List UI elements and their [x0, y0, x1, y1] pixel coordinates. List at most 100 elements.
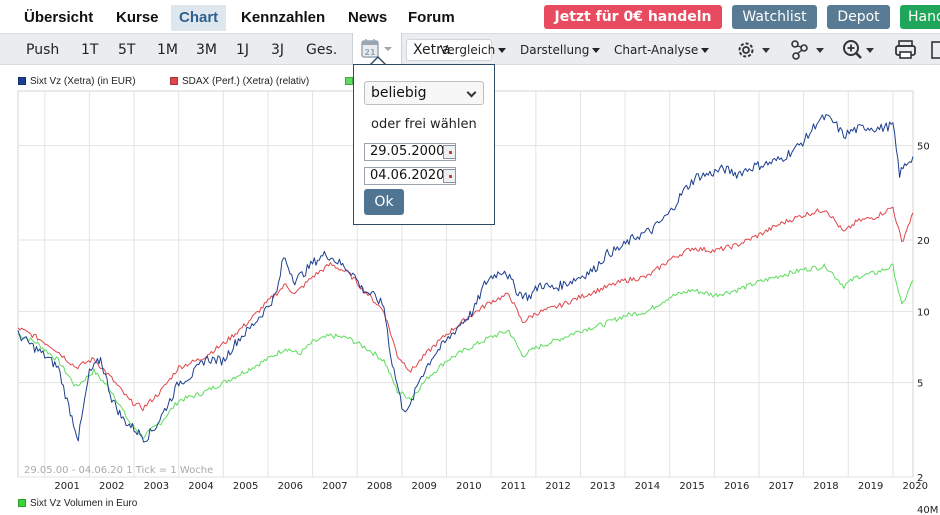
calendar-icon: 21: [361, 39, 392, 58]
x-tick-label: 2011: [501, 481, 526, 492]
y-axis: 2 5 10 20 50: [917, 142, 930, 484]
free-choice-label: oder frei wählen: [371, 117, 477, 132]
darstellung-menu[interactable]: Darstellung: [520, 43, 601, 57]
legend-sdax-label: SDAX (Perf.) (Xetra) (relativ): [182, 76, 310, 87]
x-tick-label: 2003: [144, 481, 169, 492]
range-1t[interactable]: 1T: [81, 42, 99, 58]
legend-swatch: [170, 77, 178, 85]
range-3m[interactable]: 3M: [196, 42, 217, 58]
popup-arrow-inner: [371, 58, 385, 65]
chart-range-info: 29.05.00 - 04.06.20 1 Tick = 1 Woche: [24, 465, 214, 476]
settings-button[interactable]: [736, 38, 770, 62]
expand-icon: [931, 41, 940, 59]
ok-button[interactable]: Ok: [364, 189, 404, 215]
calendar-icon[interactable]: [443, 169, 456, 183]
x-tick-label: 2010: [456, 481, 481, 492]
range-3j[interactable]: 3J: [271, 42, 285, 58]
gear-icon: [738, 42, 770, 58]
y-tick-label: 5: [917, 379, 923, 390]
tab-uebersicht[interactable]: Übersicht: [24, 9, 94, 26]
legend-volume-label: Sixt Vz Volumen in Euro: [30, 498, 138, 509]
legend-swatch: [18, 77, 26, 85]
vergleich-menu[interactable]: Vergleich: [440, 43, 507, 57]
x-tick-label: 2007: [322, 481, 347, 492]
network-icon: [791, 40, 824, 60]
tab-kennzahlen[interactable]: Kennzahlen: [241, 9, 326, 26]
legend-sixt-label: Sixt Vz (Xetra) (in EUR): [30, 76, 136, 87]
vergleich-label: Vergleich: [440, 43, 496, 57]
volume-axis-tick: 40M: [917, 505, 939, 515]
x-tick-label: 2013: [590, 481, 615, 492]
y-tick-label: 50: [917, 142, 930, 153]
zoom-button[interactable]: [842, 38, 876, 62]
x-tick-label: 2006: [278, 481, 303, 492]
handel-button[interactable]: Handel: [900, 5, 940, 29]
date-range-popup: beliebig oder frei wählen 29.05.2000 04.…: [353, 64, 495, 225]
chevron-down-icon: [384, 47, 392, 51]
tab-kurse[interactable]: Kurse: [116, 9, 159, 26]
x-tick-label: 2018: [813, 481, 838, 492]
chart-series: [17, 114, 914, 443]
y-tick-label: 10: [917, 307, 930, 318]
chart-analyse-menu[interactable]: Chart-Analyse: [614, 43, 710, 57]
chart-toolbar: Push 1T 5T 1M 3M 1J 3J Ges. 21 Xetra Ver…: [0, 33, 940, 65]
legend-volume: Sixt Vz Volumen in Euro: [18, 498, 137, 509]
x-tick-label: 2012: [545, 481, 570, 492]
x-tick-label: 2008: [367, 481, 392, 492]
chevron-down-icon: [466, 87, 477, 98]
x-tick-label: 2016: [724, 481, 749, 492]
trade-button[interactable]: Jetzt für 0€ handeln: [544, 5, 722, 29]
x-tick-label: 2020: [903, 481, 928, 492]
range-5t[interactable]: 5T: [118, 42, 136, 58]
tab-forum[interactable]: Forum: [408, 9, 455, 26]
top-navigation: Übersicht Kurse Chart Kennzahlen News Fo…: [0, 0, 940, 33]
to-date-input[interactable]: 04.06.2020: [364, 167, 456, 185]
print-button[interactable]: [894, 38, 918, 62]
fullscreen-button[interactable]: [928, 38, 940, 62]
series-line-1: [17, 206, 914, 412]
from-date-value: 29.05.2000: [370, 144, 445, 159]
y-tick-label: 20: [917, 236, 930, 247]
y-tick-label: 2: [917, 473, 923, 484]
depot-button[interactable]: Depot: [827, 5, 890, 29]
legend-third: [345, 76, 357, 87]
calendar-day: 21: [364, 48, 376, 57]
range-gesamt[interactable]: Ges.: [306, 42, 338, 58]
x-tick-label: 2017: [769, 481, 794, 492]
legend-swatch: [345, 77, 353, 85]
exchange-value: Xetra: [413, 42, 451, 58]
legend-sixt: Sixt Vz (Xetra) (in EUR): [18, 76, 136, 87]
x-tick-label: 2014: [635, 481, 660, 492]
exchange-select[interactable]: Xetra: [406, 39, 492, 61]
range-preset-value: beliebig: [371, 85, 427, 101]
watchlist-button[interactable]: Watchlist: [732, 5, 817, 29]
printer-icon: [895, 40, 916, 59]
indicators-button[interactable]: [790, 38, 824, 62]
range-push[interactable]: Push: [26, 42, 60, 58]
x-tick-label: 2005: [233, 481, 258, 492]
x-axis: 2001 2002 2003 2004 2005 2006 2007 2008 2009 2010…: [54, 481, 928, 492]
chevron-down-icon: [701, 48, 710, 53]
series-line-0: [17, 114, 914, 443]
x-tick-label: 2015: [679, 481, 704, 492]
to-date-value: 04.06.2020: [370, 168, 445, 183]
tab-news[interactable]: News: [348, 9, 388, 26]
from-date-input[interactable]: 29.05.2000: [364, 143, 456, 161]
tab-chart[interactable]: Chart: [171, 5, 227, 31]
chevron-down-icon: [592, 48, 601, 53]
range-1j[interactable]: 1J: [236, 42, 250, 58]
x-tick-label: 2004: [188, 481, 213, 492]
series-line-2: [17, 263, 914, 440]
chevron-down-icon: [498, 48, 507, 53]
x-tick-label: 2019: [858, 481, 883, 492]
x-tick-label: 2002: [99, 481, 124, 492]
chart-analyse-label: Chart-Analyse: [614, 43, 699, 57]
range-preset-select[interactable]: beliebig: [364, 81, 484, 105]
x-tick-label: 2009: [411, 481, 436, 492]
x-tick-label: 2001: [54, 481, 79, 492]
range-1m[interactable]: 1M: [157, 42, 178, 58]
legend-sdax: SDAX (Perf.) (Xetra) (relativ): [170, 76, 309, 87]
zoom-in-icon: [843, 40, 874, 59]
legend-swatch: [18, 499, 26, 507]
calendar-icon[interactable]: [443, 145, 456, 159]
